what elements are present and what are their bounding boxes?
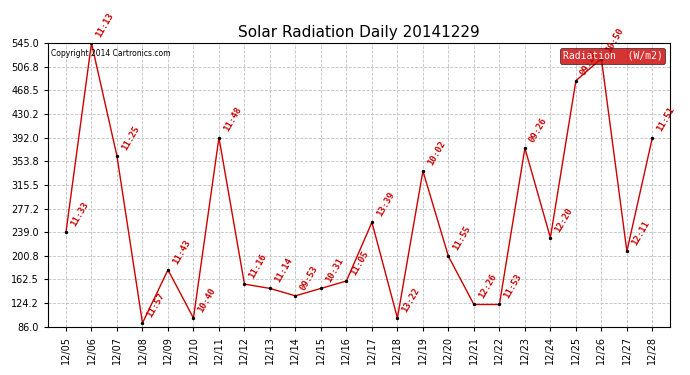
Text: 09:53: 09:53 (298, 264, 319, 292)
Text: 11:14: 11:14 (273, 256, 294, 284)
Point (162, 267, 173, 273)
Text: 10:50: 10:50 (604, 27, 625, 54)
Point (366, 219, 377, 225)
Point (622, 248, 633, 254)
Text: 10:40: 10:40 (196, 286, 217, 314)
Point (520, 145, 531, 151)
Text: 11:51: 11:51 (655, 106, 676, 134)
Point (392, 315, 403, 321)
Text: 13:39: 13:39 (375, 190, 396, 218)
Point (545, 235, 556, 241)
Text: 11:33: 11:33 (69, 200, 90, 228)
Point (571, 78, 582, 84)
Text: 12:26: 12:26 (477, 273, 498, 300)
Text: 11:57: 11:57 (146, 291, 166, 319)
Text: 11:55: 11:55 (451, 224, 473, 252)
Text: 11:48: 11:48 (221, 106, 243, 134)
Text: 12:11: 12:11 (630, 219, 651, 247)
Point (213, 135, 224, 141)
Text: 09:26: 09:26 (528, 116, 549, 144)
Point (494, 302, 505, 307)
Text: 13:22: 13:22 (400, 286, 422, 314)
Text: 11:43: 11:43 (170, 238, 192, 266)
Text: 11:13: 11:13 (95, 11, 115, 39)
Text: 11:53: 11:53 (502, 273, 524, 300)
Text: 11:16: 11:16 (247, 252, 268, 280)
Point (290, 293, 301, 299)
Point (443, 253, 454, 259)
Text: Copyright 2014 Cartronics.com: Copyright 2014 Cartronics.com (51, 49, 170, 58)
Point (86, 40, 97, 46)
Text: 11:05: 11:05 (349, 249, 371, 277)
Point (315, 285, 326, 291)
Text: 10:02: 10:02 (426, 139, 447, 167)
Point (137, 320, 148, 326)
Point (647, 135, 658, 141)
Point (61, 229, 72, 235)
Point (417, 168, 428, 174)
Text: 09:26: 09:26 (579, 49, 600, 76)
Point (188, 315, 199, 321)
Text: 11:25: 11:25 (120, 124, 141, 152)
Legend: Radiation  (W/m2): Radiation (W/m2) (560, 48, 665, 64)
Point (596, 56, 607, 62)
Point (469, 302, 480, 307)
Title: Solar Radiation Daily 20141229: Solar Radiation Daily 20141229 (238, 26, 480, 40)
Point (341, 278, 352, 284)
Text: 10:31: 10:31 (324, 256, 345, 284)
Point (112, 153, 123, 159)
Point (264, 285, 275, 291)
Text: 12:20: 12:20 (553, 206, 574, 234)
Point (239, 281, 250, 287)
